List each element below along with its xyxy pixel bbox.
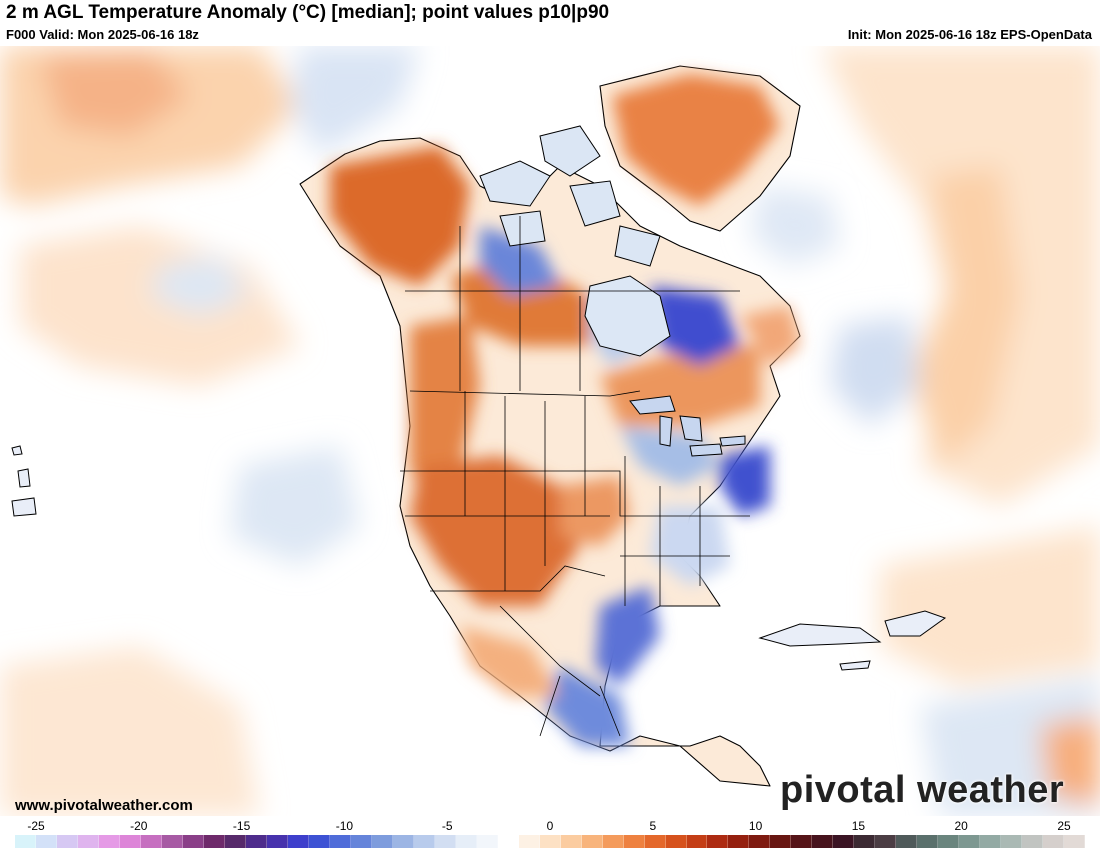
colorbar-swatch (938, 835, 960, 848)
colorbar-swatch (875, 835, 897, 848)
colorbar-swatch (161, 835, 183, 848)
colorbar-swatch (539, 835, 561, 848)
colorbar-tick-label: -20 (130, 819, 148, 833)
colorbar-swatch (476, 835, 498, 848)
map-title: 2 m AGL Temperature Anomaly (°C) [median… (6, 2, 610, 23)
colorbar-swatch (119, 835, 141, 848)
colorbar-swatch (917, 835, 939, 848)
colorbar-tick-label: 10 (748, 819, 763, 833)
caribbean-islands (758, 610, 947, 671)
colorbar-swatch (1001, 835, 1023, 848)
colorbar-swatch (623, 835, 645, 848)
colorbar-swatch (728, 835, 750, 848)
colorbar-swatch (203, 835, 225, 848)
colorbar-swatch (1064, 835, 1086, 848)
colorbar-swatch (581, 835, 603, 848)
colorbar-tick-label: -15 (232, 819, 251, 833)
colorbar-swatch (770, 835, 792, 848)
colorbar-swatch (707, 835, 729, 848)
colorbar-swatch (560, 835, 582, 848)
colorbar-swatch (287, 835, 309, 848)
colorbar-swatch (15, 835, 36, 848)
land-anomaly-shading (330, 146, 800, 746)
colorbar-tick-label: 20 (954, 819, 968, 833)
colorbar-swatch (308, 835, 330, 848)
colorbar-swatch (140, 835, 162, 848)
colorbar-swatch (245, 835, 267, 848)
colorbar-tick-label: -5 (441, 819, 453, 833)
colorbar-swatch (854, 835, 876, 848)
colorbar-tick-label: 5 (649, 819, 657, 833)
colorbar-swatches (15, 835, 1086, 848)
greenland-anomaly-shading (612, 74, 780, 206)
hudson-bay (584, 275, 671, 357)
brand-logo: pivotal weather (780, 769, 1065, 811)
colorbar-swatch (77, 835, 99, 848)
colorbar-swatch (329, 835, 351, 848)
background-anomaly-fields (0, 46, 1100, 816)
colorbar-swatch (455, 835, 477, 848)
colorbar-swatch (1043, 835, 1065, 848)
colorbar-swatch (980, 835, 1002, 848)
colorbar-ticks: -25 -20 -15 -10 -5 0 5 10 15 20 25 (0, 819, 1100, 833)
colorbar-swatch (35, 835, 57, 848)
site-url: www.pivotalweather.com (15, 797, 193, 814)
colorbar-swatch (833, 835, 855, 848)
colorbar-swatch (350, 835, 372, 848)
colorbar-swatch (56, 835, 78, 848)
colorbar-tick-label: -10 (335, 819, 354, 833)
hawaii-islands (11, 445, 37, 517)
colorbar-swatch (896, 835, 918, 848)
colorbar-swatch (392, 835, 414, 848)
colorbar-swatch (791, 835, 813, 848)
colorbar-swatch (371, 835, 393, 848)
colorbar-swatch (182, 835, 204, 848)
colorbar-swatch (518, 835, 540, 848)
init-time: Init: Mon 2025-06-16 18z EPS-OpenData (847, 27, 1092, 42)
colorbar-swatch (266, 835, 288, 848)
arctic-islands (479, 125, 661, 267)
valid-time: F000 Valid: Mon 2025-06-16 18z (6, 27, 199, 42)
colorbar-swatch (602, 835, 624, 848)
colorbar-swatch (413, 835, 435, 848)
political-boundaries (400, 216, 750, 737)
great-lakes (629, 395, 746, 457)
colorbar-swatch (686, 835, 708, 848)
colorbar-tick-label: 0 (546, 819, 554, 833)
colorbar: -25 -20 -15 -10 -5 0 5 10 15 20 25 (0, 816, 1100, 850)
colorbar-tick-label: 25 (1057, 819, 1071, 833)
colorbar-swatch (812, 835, 834, 848)
colorbar-swatch (644, 835, 666, 848)
colorbar-tick-label: 15 (851, 819, 866, 833)
colorbar-swatch (959, 835, 981, 848)
anomaly-map (0, 46, 1100, 816)
colorbar-swatch (1022, 835, 1044, 848)
colorbar-swatch (224, 835, 246, 848)
colorbar-swatch (98, 835, 120, 848)
colorbar-swatch (749, 835, 771, 848)
colorbar-swatch (497, 835, 519, 848)
colorbar-tick-label: -25 (27, 819, 45, 833)
colorbar-swatch (434, 835, 456, 848)
colorbar-swatch (665, 835, 687, 848)
